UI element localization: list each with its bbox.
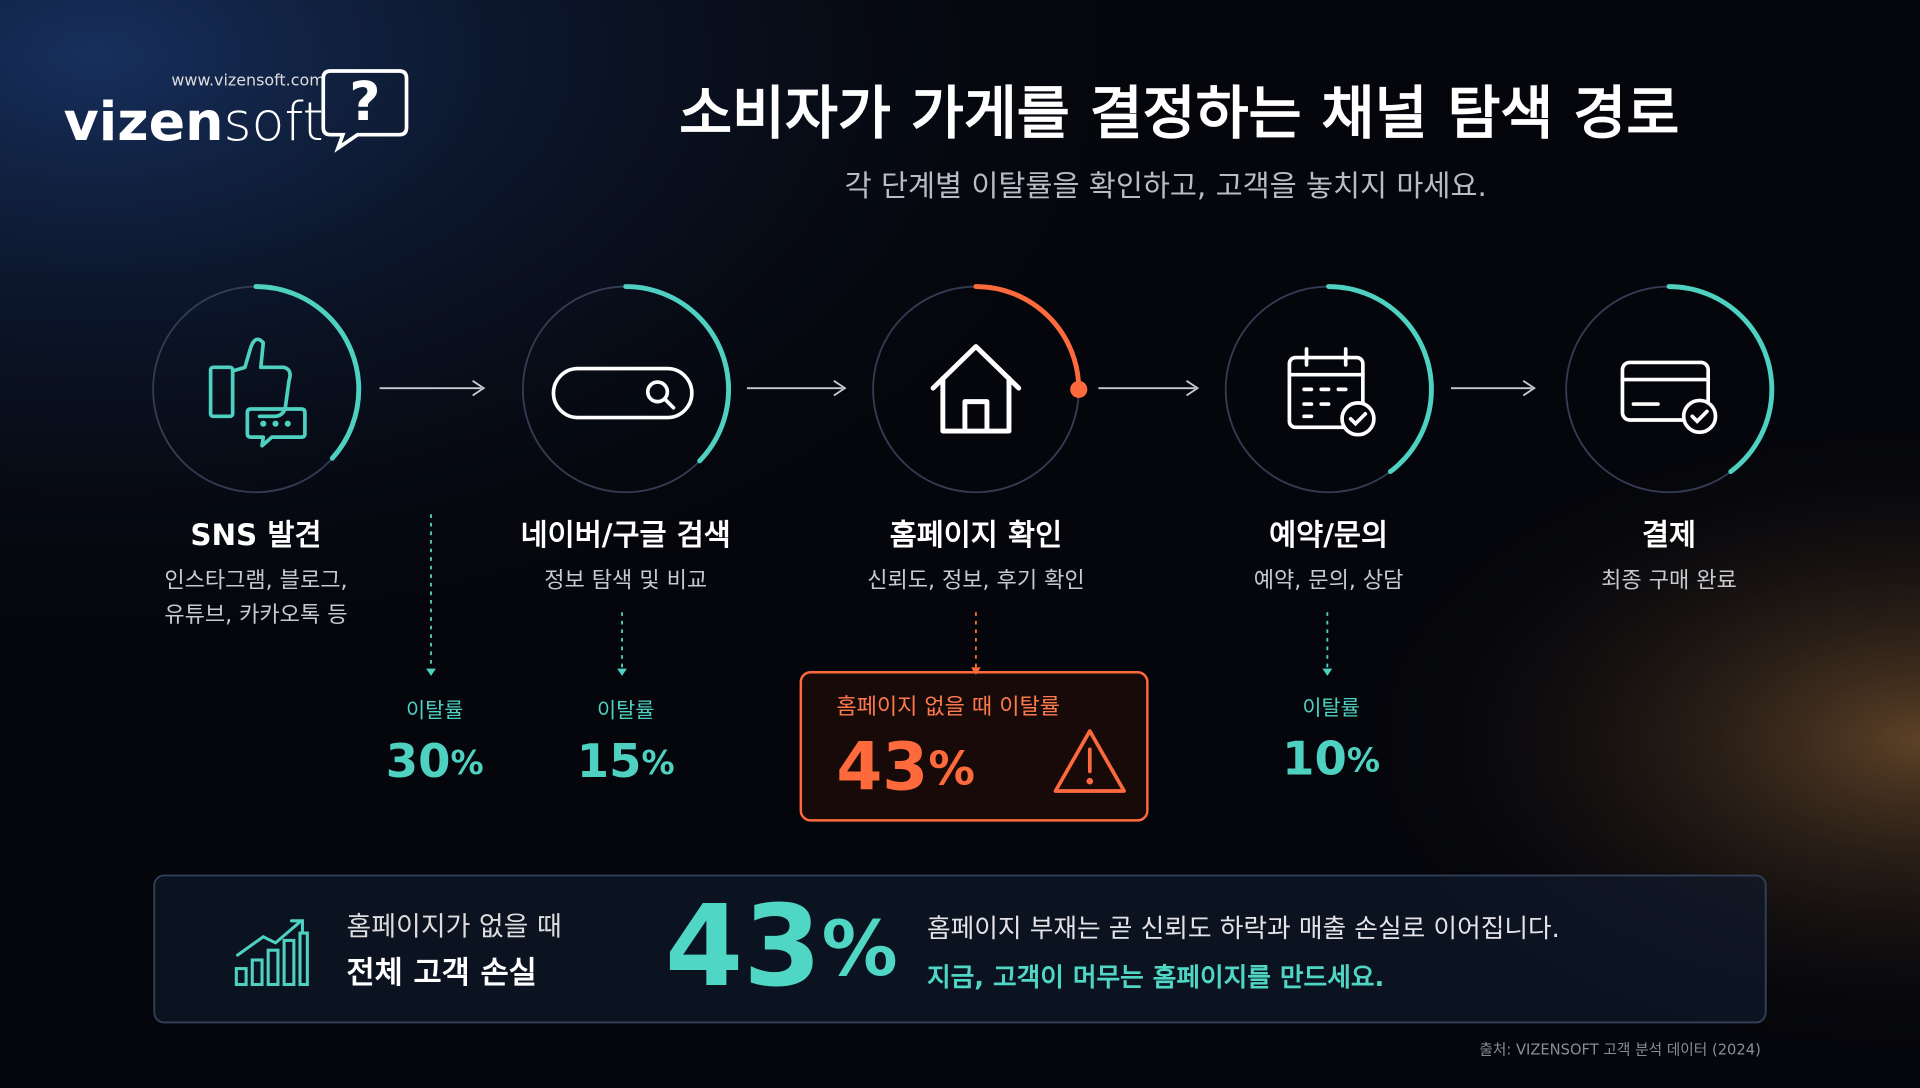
icon-thumbs-up xyxy=(208,337,307,448)
step-arc xyxy=(520,284,732,495)
logo-bubble xyxy=(321,69,409,153)
step-arc xyxy=(1223,284,1434,495)
step-title: 네이버/구글 검색 xyxy=(521,518,731,552)
drop-unit: % xyxy=(450,743,483,782)
step-description: 유튜브, 카카오톡 등 xyxy=(164,603,347,628)
logo-url: www.vizensoft.com xyxy=(171,70,324,89)
drop-arrow xyxy=(426,668,436,676)
step-title: SNS 발견 xyxy=(190,518,321,552)
drop-value: 10% xyxy=(1282,731,1380,785)
step-description: 예약, 문의, 상담 xyxy=(1254,569,1404,594)
subtitle: 각 단계별 이탈률을 확인하고, 고객을 놓치지 마세요. xyxy=(845,169,1487,203)
logo-light: soft xyxy=(223,90,323,153)
step-arc xyxy=(1563,284,1775,495)
drop-number: 30 xyxy=(386,734,451,788)
highlight-label: 홈페이지 없을 때 이탈률 xyxy=(836,695,1060,720)
flow-arrowhead xyxy=(1186,380,1200,397)
step-title: 예약/문의 xyxy=(1269,518,1388,552)
flow-arrowhead xyxy=(1522,380,1536,397)
summary-line2: 전체 고객 손실 xyxy=(347,956,537,991)
drop-arrow xyxy=(971,667,981,675)
content: www.vizensoft.com vizensoft ? 소비자가 가게를 결… xyxy=(64,69,1775,1059)
flow-arrowhead xyxy=(472,380,486,397)
icon-warning xyxy=(1053,729,1126,793)
drop-arrow xyxy=(617,668,627,676)
summary-message: 홈페이지 부재는 곧 신뢰도 하락과 매출 손실로 이어집니다. xyxy=(927,914,1560,944)
step-description: 정보 탐색 및 비교 xyxy=(544,569,707,594)
logo-icon: ? xyxy=(349,70,380,133)
step-title: 결제 xyxy=(1642,518,1696,552)
highlight-unit: % xyxy=(928,741,975,795)
summary-number: 43 xyxy=(665,880,822,1012)
summary-box xyxy=(153,874,1767,1024)
drop-unit: % xyxy=(1347,740,1380,779)
highlight-value: 43% xyxy=(836,728,975,805)
summary-value: 43% xyxy=(665,880,898,1012)
drop-number: 10 xyxy=(1282,731,1347,785)
logo-bold: vizen xyxy=(64,90,224,153)
footer-source: 출처: VIZENSOFT 고객 분석 데이터 (2024) xyxy=(1479,1042,1761,1059)
drop-number: 15 xyxy=(577,734,642,788)
drop-arrow xyxy=(1322,668,1333,676)
drop-value: 30% xyxy=(386,734,484,788)
drop-value: 15% xyxy=(577,734,675,788)
step-title: 홈페이지 확인 xyxy=(890,518,1062,552)
summary-line1: 홈페이지가 없을 때 xyxy=(347,912,562,943)
step-arc-dot xyxy=(1070,380,1088,398)
highlight-number: 43 xyxy=(836,728,928,805)
step-description: 인스타그램, 블로그, xyxy=(164,569,347,594)
logo-text: vizensoft xyxy=(64,90,324,153)
icon-card xyxy=(1620,360,1718,435)
step-description: 최종 구매 완료 xyxy=(1601,569,1737,594)
step-arc xyxy=(150,284,362,495)
drop-label: 이탈률 xyxy=(597,698,654,722)
icon-calendar xyxy=(1287,347,1376,437)
drop-label: 이탈률 xyxy=(1302,696,1359,720)
flow-arrowhead xyxy=(833,380,847,397)
step-description: 신뢰도, 정보, 후기 확인 xyxy=(867,569,1084,594)
icon-search xyxy=(551,366,694,420)
drop-unit: % xyxy=(642,743,675,782)
drop-label: 이탈률 xyxy=(406,698,463,722)
icon-chart xyxy=(234,919,309,987)
summary-cta: 지금, 고객이 머무는 홈페이지를 만드세요. xyxy=(927,963,1384,993)
icon-home xyxy=(930,344,1022,434)
title: 소비자가 가게를 결정하는 채널 탐색 경로 xyxy=(679,80,1679,147)
summary-unit: % xyxy=(822,905,898,993)
